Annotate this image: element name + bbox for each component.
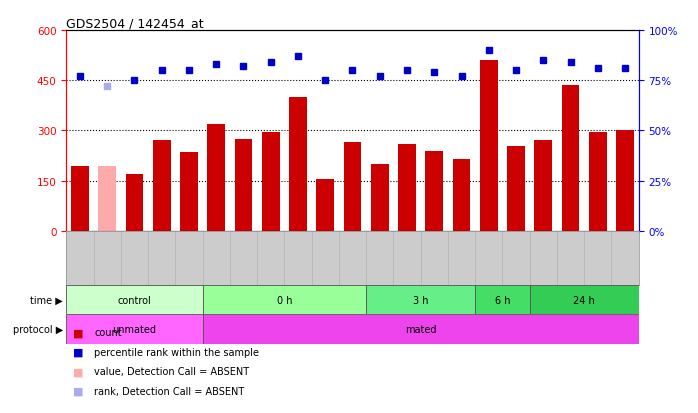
Bar	[535, 141, 552, 231]
Bar	[262, 133, 280, 231]
Bar	[480, 61, 498, 231]
Bar	[202, 315, 639, 344]
Bar	[475, 285, 530, 315]
Bar	[235, 140, 253, 231]
Bar	[507, 146, 525, 231]
Text: mated: mated	[405, 325, 436, 335]
Bar	[589, 133, 607, 231]
Bar	[371, 164, 389, 231]
Bar	[153, 141, 170, 231]
Text: count: count	[94, 328, 122, 337]
Bar	[562, 86, 579, 231]
Bar	[616, 131, 634, 231]
Text: 6 h: 6 h	[495, 295, 510, 305]
Text: protocol ▶: protocol ▶	[13, 325, 63, 335]
Bar	[343, 143, 362, 231]
Text: percentile rank within the sample: percentile rank within the sample	[94, 347, 259, 357]
Bar	[98, 166, 116, 231]
Bar	[425, 151, 443, 231]
Text: GDS2504 / 142454_at: GDS2504 / 142454_at	[66, 17, 204, 30]
Bar	[180, 153, 198, 231]
Text: 3 h: 3 h	[413, 295, 429, 305]
Bar	[71, 166, 89, 231]
Text: 0 h: 0 h	[276, 295, 292, 305]
Text: ■: ■	[73, 347, 84, 357]
Text: value, Detection Call = ABSENT: value, Detection Call = ABSENT	[94, 366, 249, 376]
Bar	[452, 159, 470, 231]
Bar	[66, 285, 202, 315]
Text: ■: ■	[73, 328, 84, 337]
Text: time ▶: time ▶	[30, 295, 63, 305]
Bar	[207, 124, 225, 231]
Text: unmated: unmated	[112, 325, 156, 335]
Text: rank, Detection Call = ABSENT: rank, Detection Call = ABSENT	[94, 386, 244, 396]
Bar	[126, 175, 143, 231]
Bar	[366, 285, 475, 315]
Bar	[316, 180, 334, 231]
Bar	[289, 98, 307, 231]
Text: 24 h: 24 h	[573, 295, 595, 305]
Text: ■: ■	[73, 386, 84, 396]
Bar	[398, 145, 416, 231]
Text: control: control	[117, 295, 151, 305]
Bar	[530, 285, 639, 315]
Bar	[66, 315, 202, 344]
Bar	[202, 285, 366, 315]
Text: ■: ■	[73, 366, 84, 376]
